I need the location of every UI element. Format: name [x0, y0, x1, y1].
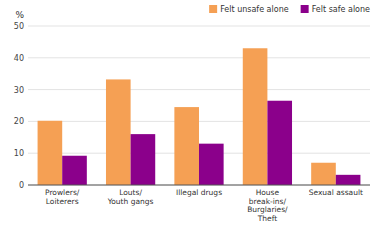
grid-line	[28, 185, 370, 186]
bar	[336, 175, 361, 185]
bar	[243, 48, 268, 185]
x-tick-label: Prowlers/Loiterers	[45, 188, 80, 206]
y-tick-label: 40	[14, 54, 24, 63]
grid	[28, 26, 370, 185]
legend-item: Felt safe alone	[301, 5, 370, 14]
bar	[131, 134, 156, 185]
legend-label: Felt unsafe alone	[220, 5, 289, 14]
grid-line	[28, 26, 370, 27]
legend-label: Felt safe alone	[312, 5, 370, 14]
grid-line	[28, 57, 370, 58]
bar	[106, 79, 131, 185]
bar	[174, 107, 199, 185]
chart: 0 10 20 30 40 50% Prowlers/Loiterers Louts/Yout…	[0, 0, 378, 227]
bar	[38, 121, 63, 185]
x-tick-label: Louts/Youth gangs	[107, 188, 154, 206]
legend-swatch	[301, 5, 309, 13]
y-tick-label: 0	[19, 181, 24, 190]
x-tick-label: Sexual assault	[309, 188, 363, 197]
legend-item: Felt unsafe alone	[209, 5, 289, 14]
y-tick-label: 10	[14, 149, 24, 158]
y-tick-label: 20	[14, 117, 24, 126]
x-axis-line	[28, 185, 370, 186]
y-tick-label: 50	[14, 22, 24, 31]
bars	[38, 48, 361, 185]
bar	[199, 144, 224, 185]
legend: Felt unsafe alone Felt safe alone	[209, 5, 370, 14]
y-tick-label: 30	[14, 86, 24, 95]
bar	[267, 101, 292, 185]
x-tick-label: Housebreak-ins/Burglaries/Theft	[247, 188, 288, 223]
legend-swatch	[209, 5, 217, 13]
bar	[311, 163, 336, 185]
y-axis-label: %	[15, 10, 24, 20]
bar	[62, 156, 87, 185]
x-tick-label: Illegal drugs	[176, 188, 222, 197]
grid-line	[28, 89, 370, 90]
